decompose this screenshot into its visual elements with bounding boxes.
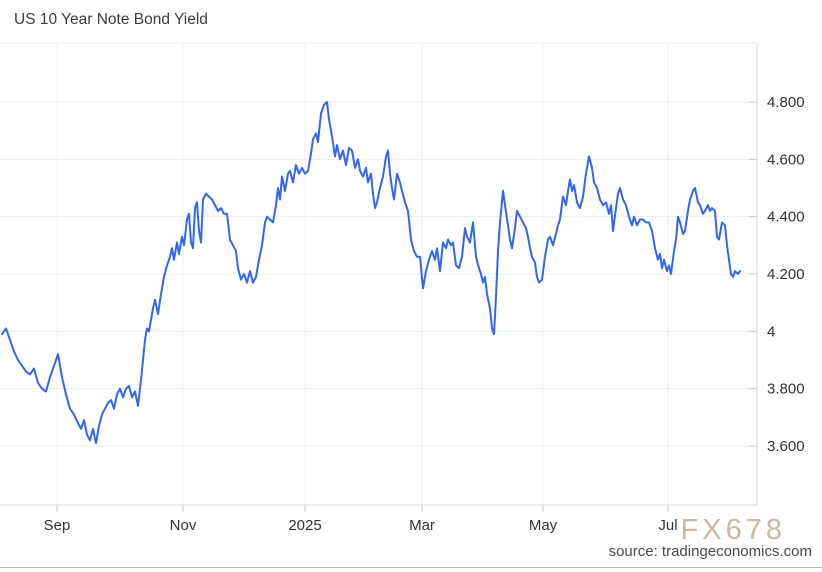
x-tick-label: Mar (409, 517, 435, 534)
y-tick-label: 3.600 (767, 438, 805, 455)
fx678-watermark: FX678 (680, 514, 786, 546)
chart-title: US 10 Year Note Bond Yield (14, 11, 208, 28)
y-tick-label: 4 (767, 323, 775, 340)
x-tick-label: May (529, 517, 558, 534)
bottom-border (0, 567, 822, 568)
x-tick-label: 2025 (288, 517, 321, 534)
x-tick-label: Sep (44, 517, 71, 534)
y-tick-label: 4.800 (767, 94, 805, 111)
x-tick-label: Jul (658, 517, 677, 534)
y-tick-label: 4.200 (767, 266, 805, 283)
x-tick-label: Nov (170, 517, 197, 534)
y-tick-label: 4.600 (767, 151, 805, 168)
source-attribution: source: tradingeconomics.com (608, 543, 812, 560)
y-tick-label: 3.800 (767, 381, 805, 398)
yield-line (1, 101, 741, 445)
y-tick-label: 4.400 (767, 209, 805, 226)
